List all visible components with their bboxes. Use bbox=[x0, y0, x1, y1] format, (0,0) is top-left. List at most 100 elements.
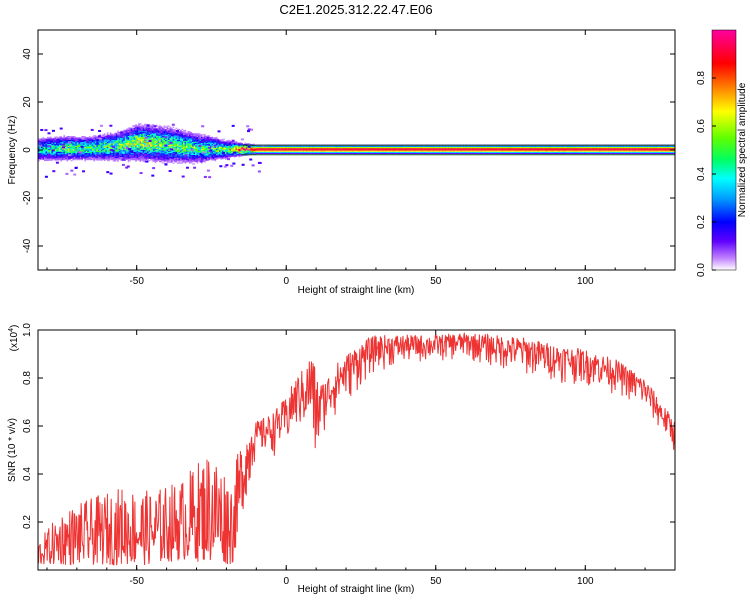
spectrogram-cell bbox=[82, 143, 85, 145]
spectrogram-cell bbox=[162, 158, 164, 161]
spectrogram-cell bbox=[337, 148, 339, 150]
spectrogram-cell bbox=[135, 149, 137, 151]
spectrogram-cell bbox=[340, 146, 342, 149]
spectrogram-cell bbox=[259, 146, 261, 149]
spectrogram-cell bbox=[196, 153, 199, 155]
spectrogram-cell bbox=[45, 146, 48, 148]
spectrogram-cell bbox=[52, 141, 55, 143]
spectrogram-cell bbox=[97, 150, 100, 153]
spectrogram-cell bbox=[462, 145, 465, 147]
spectrogram-cell bbox=[138, 146, 140, 148]
spectrogram-cell bbox=[277, 150, 279, 152]
spectrogram-cell bbox=[81, 148, 83, 150]
spectrogram-cell bbox=[314, 152, 317, 155]
spectrogram-cell bbox=[579, 145, 581, 147]
spectrogram-cell bbox=[233, 145, 236, 147]
spectrogram-cell bbox=[79, 139, 82, 141]
spectrogram-cell bbox=[218, 145, 221, 147]
spectrogram-cell bbox=[200, 153, 203, 155]
spectrogram-cell bbox=[334, 148, 336, 150]
spectrogram-cell bbox=[567, 146, 569, 149]
spectrogram-cell bbox=[227, 140, 230, 143]
spectrogram-cell bbox=[70, 142, 73, 144]
spectrogram-cell bbox=[290, 146, 293, 149]
spectrogram-cell bbox=[168, 129, 170, 131]
spectrogram-cell bbox=[340, 148, 342, 150]
spectrogram-cell bbox=[174, 152, 176, 155]
spectrogram-cell bbox=[447, 145, 450, 147]
spectrogram-cell bbox=[153, 131, 155, 133]
spectrogram-cell bbox=[205, 156, 208, 158]
spectrogram-cell bbox=[226, 147, 229, 149]
spectrogram-cell bbox=[133, 145, 136, 148]
spectrogram-cell bbox=[443, 149, 445, 151]
spectrogram-cell bbox=[144, 142, 146, 145]
spectrogram-cell bbox=[272, 145, 275, 147]
spectrogram-cell bbox=[94, 155, 97, 157]
spectrogram-cell bbox=[166, 157, 169, 160]
spectrogram-cell bbox=[488, 149, 490, 151]
spectrogram-cell bbox=[187, 151, 190, 153]
spectrogram-cell bbox=[305, 150, 308, 152]
spectrogram-cell bbox=[43, 150, 46, 152]
spectrogram-cell bbox=[106, 137, 109, 139]
spectrogram-cell bbox=[235, 147, 238, 149]
spectrogram-cell bbox=[190, 153, 193, 156]
spectrogram-cell bbox=[123, 151, 125, 153]
spectrogram-cell bbox=[531, 152, 534, 155]
spectrogram-cell bbox=[308, 149, 311, 151]
spectrogram-cell bbox=[142, 158, 145, 160]
spectrogram-cell bbox=[94, 149, 97, 151]
spectrogram-cell bbox=[144, 129, 146, 132]
spectrogram-cell bbox=[411, 150, 414, 152]
spectrogram-cell bbox=[127, 151, 130, 153]
spectrogram-cell bbox=[196, 159, 199, 161]
spectrogram-cell bbox=[350, 150, 353, 152]
spectrogram-cell bbox=[413, 149, 415, 151]
spectrogram-cell bbox=[141, 157, 143, 159]
spectrogram-cell bbox=[227, 139, 230, 142]
spectrogram-cell bbox=[150, 143, 152, 145]
spectrogram-cell bbox=[320, 146, 323, 149]
spectrogram-cell bbox=[73, 152, 76, 155]
spectrogram-cell bbox=[48, 137, 51, 140]
spectrogram-cell bbox=[582, 149, 584, 151]
spectrogram-cell bbox=[224, 157, 227, 159]
spectrogram-cell bbox=[419, 146, 421, 149]
spectrogram-cell bbox=[145, 149, 148, 151]
spectrogram-cell bbox=[120, 140, 122, 142]
spectrogram-cell bbox=[220, 141, 223, 143]
spectrogram-cell bbox=[141, 134, 143, 136]
spectrogram-cell bbox=[55, 139, 58, 142]
spectrogram-cell bbox=[562, 146, 565, 149]
spectrogram-cell bbox=[369, 145, 372, 147]
spectrogram-cell bbox=[331, 152, 333, 155]
spectrogram-cell bbox=[106, 157, 109, 159]
spectrogram-cell bbox=[121, 140, 124, 142]
spectrogram-cell bbox=[100, 153, 103, 155]
spectrogram-cell bbox=[550, 152, 553, 155]
spectrogram-cell bbox=[208, 135, 211, 137]
spectrogram-cell bbox=[486, 146, 489, 149]
spectrogram-cell bbox=[257, 152, 260, 155]
spectrogram-cell bbox=[61, 152, 64, 155]
spectrogram-cell bbox=[105, 147, 107, 150]
spectrogram-cell bbox=[108, 137, 110, 139]
spectrogram-cell bbox=[78, 150, 81, 152]
spectrogram-cell bbox=[148, 155, 151, 157]
spectrogram-cell bbox=[66, 148, 69, 150]
spectrogram-cell bbox=[520, 149, 523, 151]
spectrogram-cell bbox=[75, 146, 78, 149]
spectrogram-cell bbox=[127, 145, 130, 147]
spectrogram-cell bbox=[52, 140, 55, 142]
spectrogram-cell bbox=[139, 146, 142, 148]
spectrogram-cell bbox=[115, 134, 118, 136]
spectrogram-cell bbox=[61, 158, 64, 161]
spectrogram-cell bbox=[203, 155, 206, 157]
spectrogram-cell bbox=[350, 152, 353, 155]
spectrogram-cell bbox=[209, 138, 212, 140]
spectrogram-cell bbox=[81, 154, 83, 156]
spectrogram-cell bbox=[435, 145, 438, 147]
spectrogram-cell bbox=[353, 149, 356, 151]
spectrogram-cell bbox=[334, 146, 336, 149]
